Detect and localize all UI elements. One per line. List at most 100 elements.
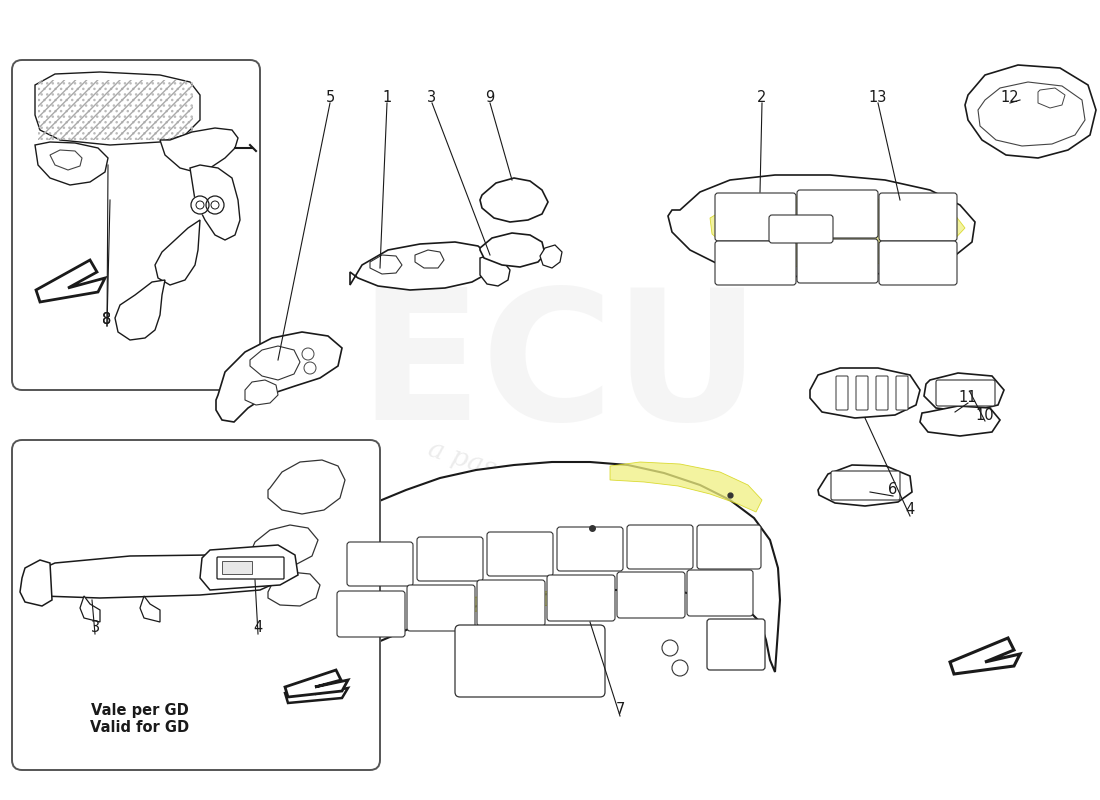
Polygon shape bbox=[810, 368, 920, 418]
Polygon shape bbox=[480, 178, 548, 222]
FancyBboxPatch shape bbox=[798, 190, 878, 238]
Polygon shape bbox=[480, 233, 544, 267]
FancyBboxPatch shape bbox=[12, 440, 380, 770]
FancyBboxPatch shape bbox=[337, 591, 405, 637]
Polygon shape bbox=[20, 560, 52, 606]
Text: 8: 8 bbox=[102, 313, 111, 327]
Polygon shape bbox=[436, 590, 582, 614]
Text: 12: 12 bbox=[1001, 90, 1020, 105]
Text: Valid for GD: Valid for GD bbox=[90, 719, 189, 734]
Polygon shape bbox=[924, 373, 1004, 412]
Polygon shape bbox=[28, 555, 280, 598]
Polygon shape bbox=[216, 332, 342, 422]
Text: 4: 4 bbox=[905, 502, 914, 518]
Polygon shape bbox=[35, 142, 108, 185]
Text: a passion for...since 1983: a passion for...since 1983 bbox=[426, 436, 755, 564]
Polygon shape bbox=[370, 255, 402, 274]
FancyBboxPatch shape bbox=[688, 570, 754, 616]
Text: 9: 9 bbox=[485, 90, 495, 105]
FancyBboxPatch shape bbox=[697, 525, 761, 569]
Polygon shape bbox=[160, 128, 238, 172]
Polygon shape bbox=[50, 150, 82, 170]
Polygon shape bbox=[250, 346, 300, 380]
Text: 3: 3 bbox=[428, 90, 437, 105]
Polygon shape bbox=[668, 175, 975, 278]
FancyBboxPatch shape bbox=[617, 572, 685, 618]
Polygon shape bbox=[116, 280, 165, 340]
Polygon shape bbox=[268, 572, 320, 606]
FancyBboxPatch shape bbox=[627, 525, 693, 569]
FancyBboxPatch shape bbox=[830, 471, 900, 500]
FancyBboxPatch shape bbox=[876, 376, 888, 410]
FancyBboxPatch shape bbox=[715, 241, 796, 285]
FancyBboxPatch shape bbox=[798, 239, 878, 283]
Text: 6: 6 bbox=[889, 482, 898, 498]
Polygon shape bbox=[415, 250, 444, 268]
Polygon shape bbox=[35, 72, 200, 145]
FancyBboxPatch shape bbox=[477, 580, 544, 626]
Polygon shape bbox=[285, 678, 348, 703]
Bar bbox=[39, 80, 192, 140]
FancyBboxPatch shape bbox=[547, 575, 615, 621]
FancyBboxPatch shape bbox=[487, 532, 553, 576]
Polygon shape bbox=[245, 380, 278, 405]
Text: 7: 7 bbox=[615, 702, 625, 718]
FancyBboxPatch shape bbox=[217, 557, 284, 579]
Polygon shape bbox=[818, 465, 912, 506]
FancyBboxPatch shape bbox=[455, 625, 605, 697]
FancyBboxPatch shape bbox=[936, 380, 996, 406]
FancyBboxPatch shape bbox=[769, 215, 833, 243]
FancyBboxPatch shape bbox=[879, 241, 957, 285]
FancyBboxPatch shape bbox=[715, 193, 796, 241]
Polygon shape bbox=[350, 242, 492, 290]
Polygon shape bbox=[920, 406, 1000, 436]
Text: 5: 5 bbox=[326, 90, 334, 105]
Text: 1: 1 bbox=[383, 90, 392, 105]
Polygon shape bbox=[978, 82, 1085, 146]
Text: 8: 8 bbox=[102, 313, 111, 327]
FancyBboxPatch shape bbox=[836, 376, 848, 410]
Polygon shape bbox=[710, 196, 965, 268]
Polygon shape bbox=[140, 596, 159, 622]
Circle shape bbox=[206, 196, 224, 214]
FancyBboxPatch shape bbox=[346, 542, 412, 586]
Polygon shape bbox=[965, 65, 1096, 158]
Circle shape bbox=[304, 362, 316, 374]
Text: 11: 11 bbox=[959, 390, 977, 405]
Polygon shape bbox=[268, 460, 345, 514]
Circle shape bbox=[662, 640, 678, 656]
FancyBboxPatch shape bbox=[896, 376, 907, 410]
Bar bbox=[39, 80, 192, 140]
Polygon shape bbox=[610, 462, 762, 512]
Bar bbox=[222, 561, 252, 574]
Circle shape bbox=[672, 660, 688, 676]
Polygon shape bbox=[285, 670, 348, 697]
FancyBboxPatch shape bbox=[879, 193, 957, 241]
Text: 2: 2 bbox=[757, 90, 767, 105]
Text: 3: 3 bbox=[90, 621, 100, 635]
Text: 13: 13 bbox=[869, 90, 888, 105]
FancyBboxPatch shape bbox=[12, 60, 260, 390]
Circle shape bbox=[302, 348, 313, 360]
Text: 10: 10 bbox=[976, 407, 994, 422]
Polygon shape bbox=[36, 260, 104, 302]
Polygon shape bbox=[190, 165, 240, 240]
Polygon shape bbox=[80, 596, 100, 622]
Polygon shape bbox=[1038, 88, 1065, 108]
Polygon shape bbox=[220, 462, 780, 680]
Polygon shape bbox=[950, 638, 1020, 674]
Circle shape bbox=[191, 196, 209, 214]
Polygon shape bbox=[155, 220, 200, 285]
FancyBboxPatch shape bbox=[417, 537, 483, 581]
Text: Vale per GD: Vale per GD bbox=[91, 702, 189, 718]
Polygon shape bbox=[248, 525, 318, 568]
FancyBboxPatch shape bbox=[856, 376, 868, 410]
Text: ECU: ECU bbox=[359, 282, 761, 458]
FancyBboxPatch shape bbox=[707, 619, 764, 670]
Polygon shape bbox=[200, 545, 298, 590]
Polygon shape bbox=[480, 255, 510, 286]
Text: 4: 4 bbox=[253, 621, 263, 635]
Polygon shape bbox=[540, 245, 562, 268]
FancyBboxPatch shape bbox=[407, 585, 475, 631]
FancyBboxPatch shape bbox=[557, 527, 623, 571]
